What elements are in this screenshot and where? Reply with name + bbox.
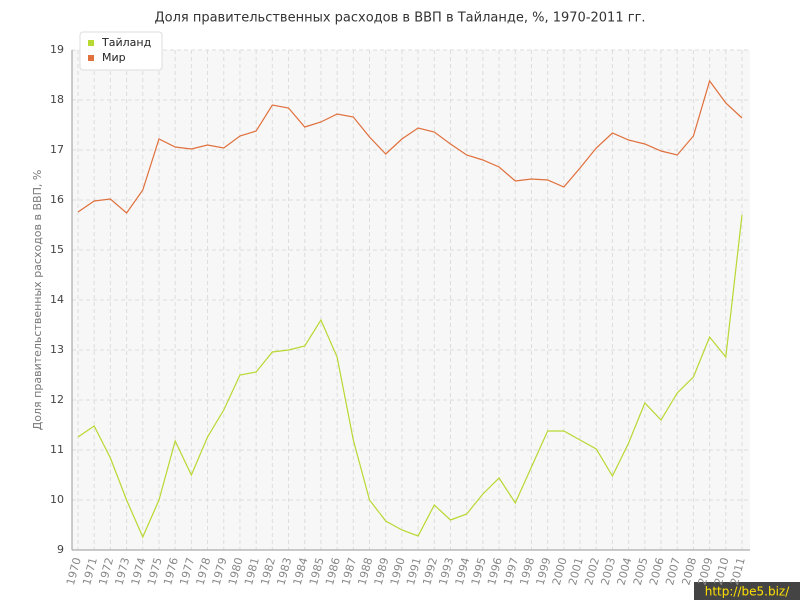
series-line xyxy=(77,79,743,214)
y-tick-label: 13 xyxy=(50,343,64,356)
y-tick-label: 10 xyxy=(50,493,64,506)
legend-label: Мир xyxy=(102,51,126,64)
y-tick-label: 16 xyxy=(50,193,64,206)
y-tick-label: 18 xyxy=(50,93,64,106)
y-tick-label: 11 xyxy=(50,443,64,456)
y-tick-label: 9 xyxy=(57,543,64,556)
y-tick-label: 12 xyxy=(50,393,64,406)
legend-swatch xyxy=(88,40,94,46)
legend-swatch xyxy=(88,55,94,61)
y-axis-label: Доля правительственных расходов в ВВП, % xyxy=(31,170,44,431)
y-tick-label: 19 xyxy=(50,43,64,56)
legend: Тайланд Мир xyxy=(79,31,163,71)
watermark: http://be5.biz/ xyxy=(705,585,790,599)
y-tick-label: 15 xyxy=(50,243,64,256)
series-line xyxy=(77,214,743,539)
y-tick-label: 17 xyxy=(50,143,64,156)
watermark-bg xyxy=(694,582,800,600)
legend-label: Тайланд xyxy=(101,36,152,49)
y-tick-label: 14 xyxy=(50,293,64,306)
legend-box xyxy=(79,31,163,71)
chart-title: Доля правительственных расходов в ВВП в … xyxy=(154,11,645,26)
